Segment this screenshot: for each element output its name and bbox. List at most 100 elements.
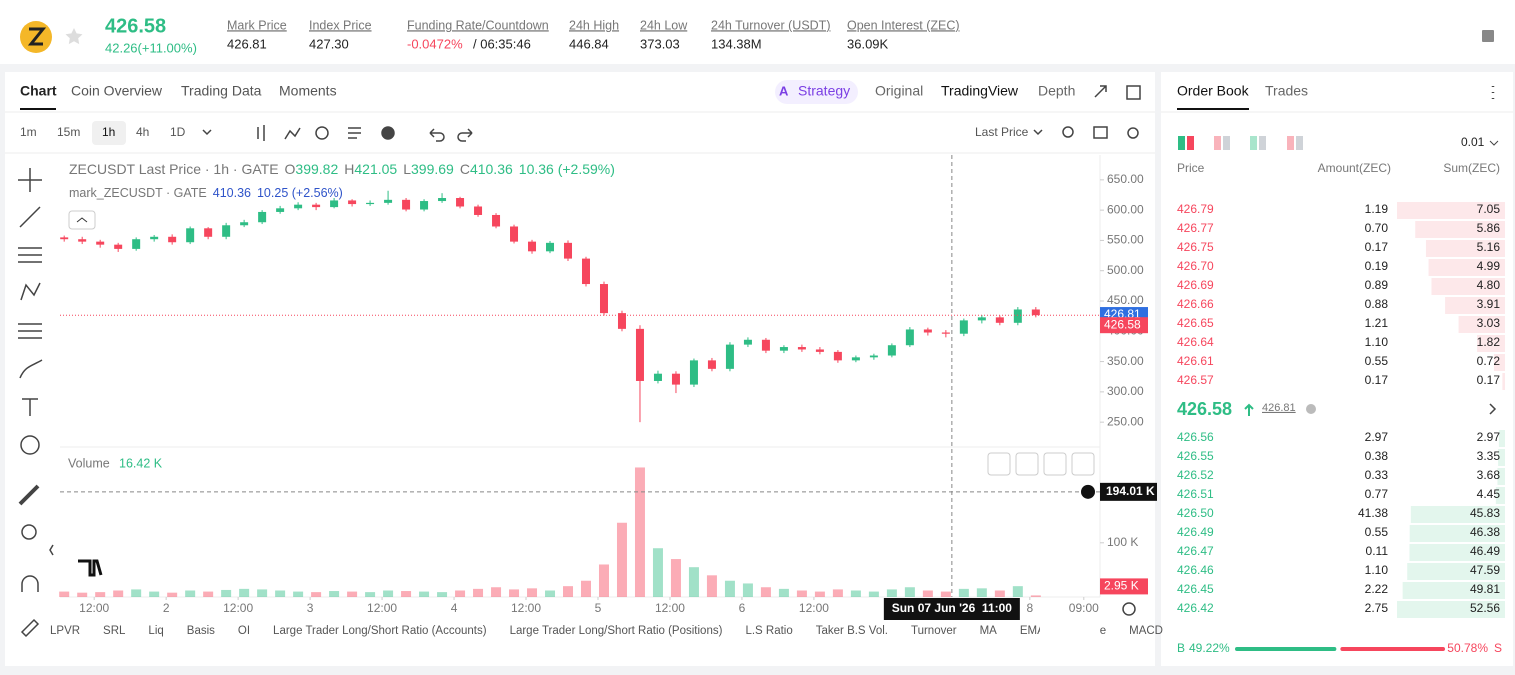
interval[interactable]: 4h [136, 125, 149, 139]
buy-label: B [1177, 641, 1185, 655]
lock-tool[interactable] [20, 618, 40, 638]
candle-body [402, 199, 411, 210]
maximize-pane[interactable] [1071, 452, 1095, 476]
book-amount: 1.21 [1365, 316, 1389, 330]
interval[interactable]: 15m [57, 125, 80, 139]
magnet-tool[interactable] [21, 575, 39, 592]
settings[interactable] [1127, 127, 1139, 139]
mid-chevron[interactable] [1489, 403, 1497, 415]
redo[interactable] [457, 128, 473, 142]
book-price[interactable]: 426.79 [1177, 202, 1214, 216]
undo[interactable] [429, 128, 445, 142]
book-price[interactable]: 426.45 [1177, 582, 1214, 596]
indicator-tab[interactable]: OI [238, 625, 250, 637]
candle-type[interactable] [257, 125, 265, 141]
projection-tool[interactable] [18, 323, 42, 339]
book-price[interactable]: 426.66 [1177, 297, 1214, 311]
book-price[interactable]: 426.46 [1177, 563, 1214, 577]
book-price[interactable]: 426.64 [1177, 335, 1214, 349]
book-price[interactable]: 426.56 [1177, 430, 1214, 444]
strategy-pill[interactable] [775, 80, 858, 104]
ruler-tool[interactable] [18, 484, 40, 506]
indicator-tab[interactable]: L.S Ratio [745, 625, 792, 637]
book-tab-underline [1177, 108, 1249, 110]
crosshair-tool[interactable] [18, 168, 42, 192]
indicator-tab[interactable]: Large Trader Long/Short Ratio (Accounts) [273, 625, 487, 637]
view-tab[interactable]: Strategy [798, 83, 850, 99]
indicator-tab[interactable]: Large Trader Long/Short Ratio (Positions… [510, 625, 723, 637]
snapshot[interactable] [1093, 126, 1108, 139]
legend-part: 10.25 (+2.56%) [257, 186, 343, 200]
indicators[interactable] [284, 127, 301, 140]
indicator-tab[interactable]: Turnover [911, 625, 957, 637]
text-tool[interactable] [22, 398, 38, 416]
book-price[interactable]: 426.70 [1177, 259, 1214, 273]
interval-dropdown[interactable] [202, 129, 212, 136]
move-up[interactable] [987, 452, 1011, 476]
crosshair-add[interactable] [1081, 484, 1095, 499]
book-price[interactable]: 426.51 [1177, 487, 1214, 501]
book-price[interactable]: 426.49 [1177, 525, 1214, 539]
interval[interactable]: 1h [102, 125, 115, 139]
book-price[interactable]: 426.75 [1177, 240, 1214, 254]
book-price[interactable]: 426.55 [1177, 449, 1214, 463]
indicator-tab[interactable]: MA [980, 625, 998, 637]
chart-tab[interactable]: Moments [279, 83, 337, 99]
indicator-tab[interactable]: SRL [103, 625, 126, 637]
chart-tab[interactable]: Coin Overview [71, 83, 163, 99]
price-source[interactable]: Last Price [975, 125, 1029, 139]
book-price[interactable]: 426.65 [1177, 316, 1214, 330]
chart-settings[interactable] [1122, 602, 1136, 616]
book-price[interactable]: 426.61 [1177, 354, 1214, 368]
delete-pane[interactable] [1015, 452, 1039, 476]
collapse-legend[interactable] [68, 210, 96, 230]
layout-alt[interactable] [1287, 136, 1294, 150]
add-alert[interactable] [381, 126, 395, 140]
indicator-tab[interactable]: MACD [1129, 625, 1163, 637]
book-price[interactable]: 426.52 [1177, 468, 1214, 482]
collapse-pane[interactable] [1043, 452, 1067, 476]
template[interactable] [348, 127, 361, 139]
source-dropdown[interactable] [1033, 129, 1043, 136]
collapse[interactable] [49, 544, 54, 556]
expand[interactable] [1094, 85, 1107, 98]
indicator-tab[interactable]: LPVR [50, 625, 80, 637]
tick-dropdown[interactable] [1489, 140, 1499, 146]
emoji-tool[interactable] [20, 435, 40, 455]
view-tab[interactable]: Depth [1038, 83, 1075, 99]
book-price[interactable]: 426.47 [1177, 544, 1214, 558]
book-tab[interactable]: Order Book [1177, 83, 1250, 99]
chart-tab[interactable]: Trading Data [181, 83, 262, 99]
candle-body [1031, 309, 1040, 316]
layout-both[interactable] [1178, 136, 1185, 150]
book-price[interactable]: 426.50 [1177, 506, 1214, 520]
tick-size[interactable]: 0.01 [1461, 135, 1485, 149]
chart-tab[interactable]: Chart [20, 83, 57, 99]
zoom-tool[interactable] [21, 524, 37, 540]
book-price[interactable]: 426.42 [1177, 601, 1214, 615]
pattern-tool[interactable] [20, 282, 41, 301]
layout-asks[interactable] [1214, 136, 1221, 150]
line-tool[interactable] [19, 206, 41, 228]
book-price[interactable]: 426.77 [1177, 221, 1214, 235]
brush-tool[interactable] [19, 359, 43, 379]
search[interactable] [1062, 126, 1074, 138]
favorite-star[interactable] [65, 28, 83, 45]
compare[interactable] [315, 126, 329, 140]
fib-tool[interactable] [18, 247, 42, 263]
indicator-tab[interactable]: EMA [1020, 625, 1045, 637]
view-tab[interactable]: TradingView [941, 83, 1019, 99]
indicator-tab[interactable]: Taker B.S Vol. [816, 625, 888, 637]
indicator-tab[interactable]: Basis [187, 625, 215, 637]
volume-bar [383, 590, 394, 597]
book-price[interactable]: 426.57 [1177, 373, 1214, 387]
view-tab[interactable]: Original [875, 83, 923, 99]
interval[interactable]: 1D [170, 125, 186, 139]
window[interactable] [1126, 85, 1141, 100]
layout-bids[interactable] [1250, 136, 1257, 150]
book-price[interactable]: 426.69 [1177, 278, 1214, 292]
book-icon[interactable] [1482, 30, 1494, 42]
book-tab[interactable]: Trades [1265, 83, 1308, 99]
interval[interactable]: 1m [20, 125, 37, 139]
indicator-tab[interactable]: Liq [148, 625, 163, 637]
